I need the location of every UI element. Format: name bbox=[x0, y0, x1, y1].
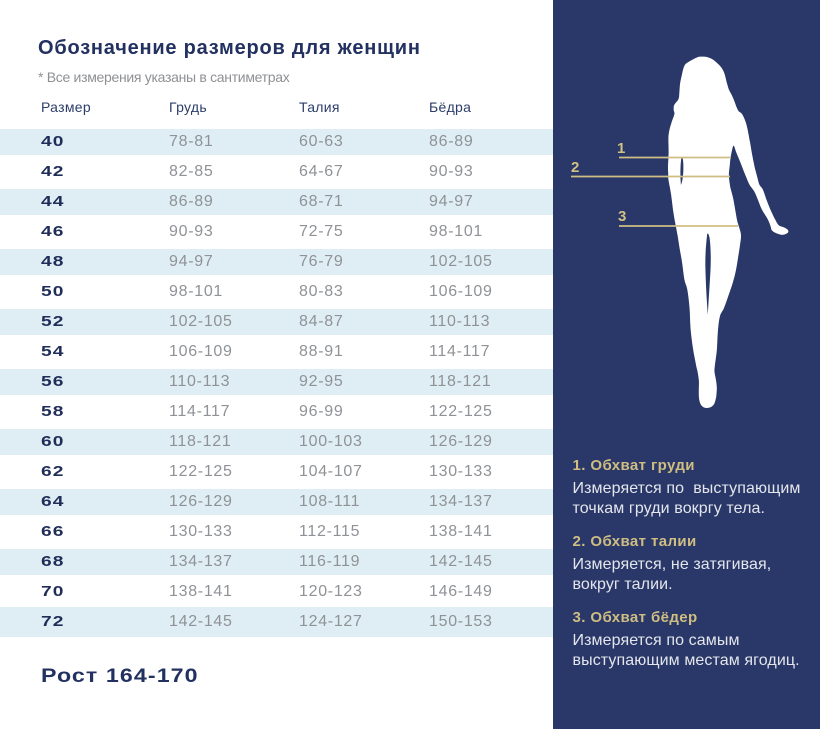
svg-text:1: 1 bbox=[617, 140, 625, 157]
svg-text:2: 2 bbox=[571, 159, 579, 176]
svg-text:3: 3 bbox=[618, 208, 626, 225]
